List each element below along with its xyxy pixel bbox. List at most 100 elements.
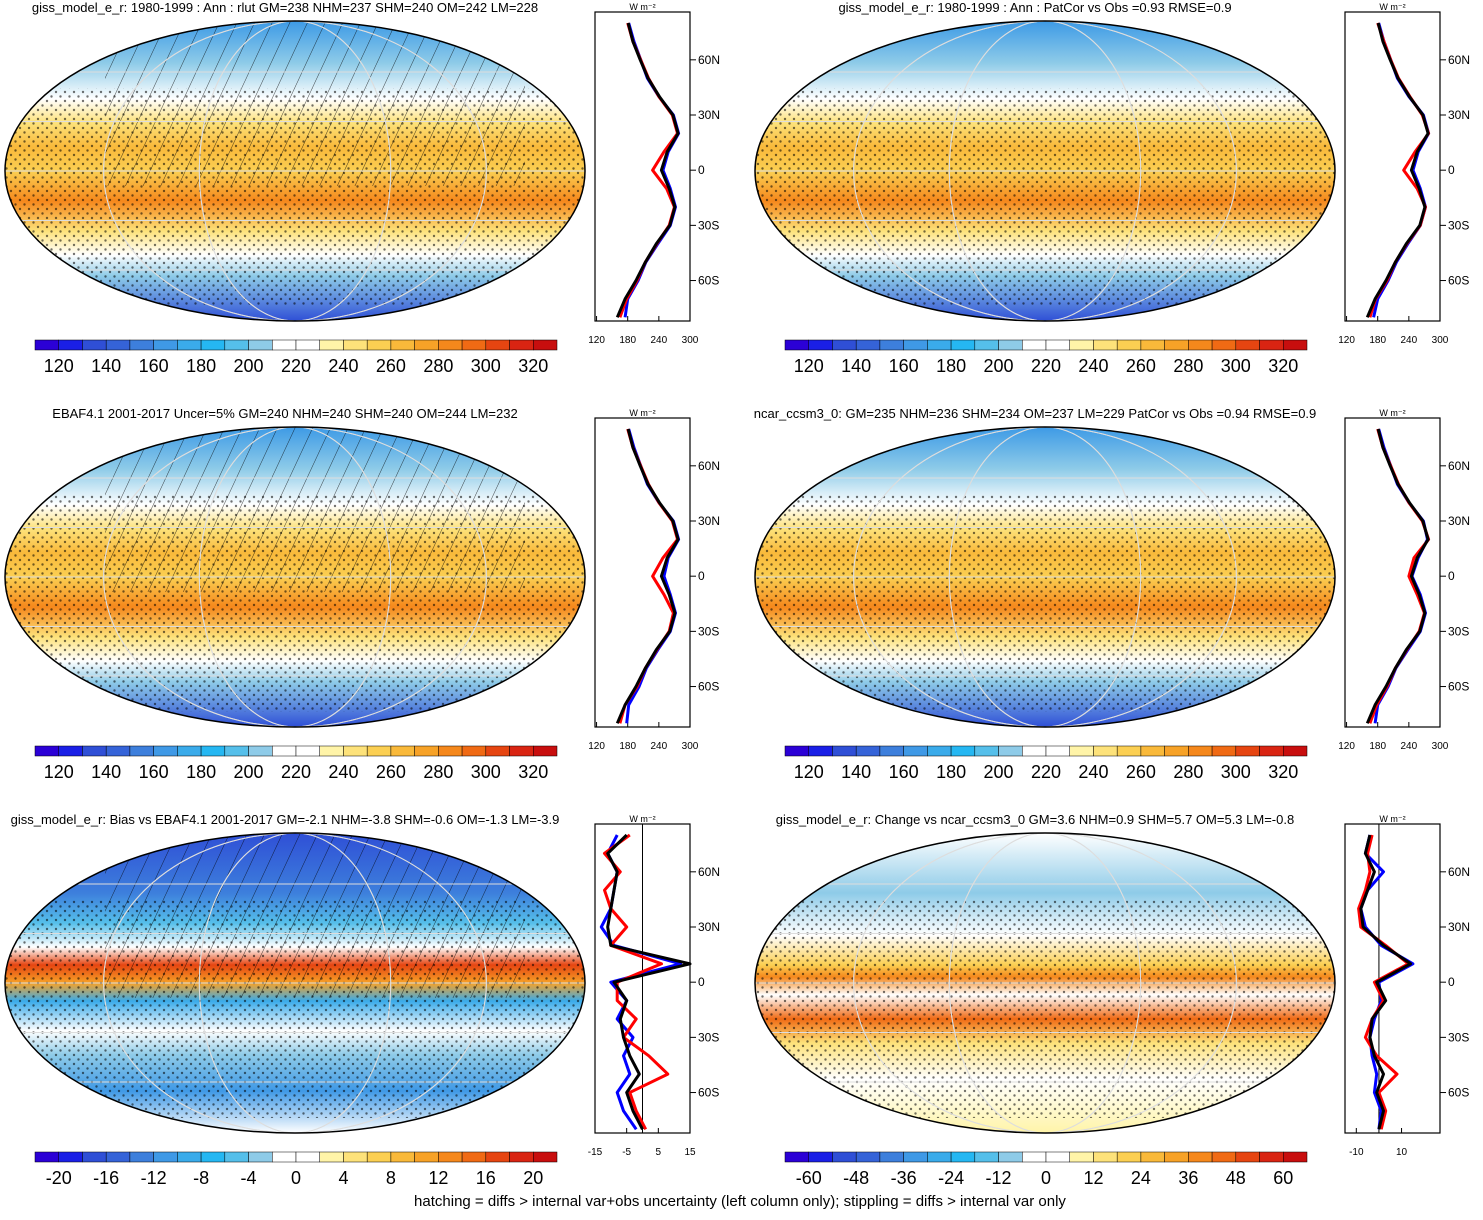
colorbar-swatch — [248, 745, 273, 757]
colorbar-label: 140 — [91, 762, 121, 782]
colorbar-swatch — [272, 339, 297, 351]
colorbar-swatch — [1093, 745, 1118, 757]
colorbar-swatch — [509, 745, 534, 757]
colorbar-label: 180 — [186, 356, 216, 376]
colorbar-label: 260 — [1126, 762, 1156, 782]
colorbar-label: 300 — [471, 762, 501, 782]
colorbar-swatch — [438, 339, 463, 351]
colorbar-swatch — [153, 1151, 178, 1163]
colorbar-swatch — [903, 339, 928, 351]
colorbar-swatch — [879, 745, 904, 757]
x-tick-label: 120 — [588, 741, 605, 752]
colorbar-swatch — [1283, 1151, 1308, 1163]
plot-frame — [1344, 417, 1441, 728]
colorbar-swatch — [58, 339, 83, 351]
colorbar-swatch — [1188, 745, 1213, 757]
colorbar-label: 240 — [1078, 356, 1108, 376]
map-overlay — [5, 21, 585, 321]
colorbar-label: 12 — [428, 1168, 448, 1188]
colorbar-label: 240 — [328, 356, 358, 376]
graticule — [198, 833, 392, 1133]
colorbar-swatch — [414, 339, 439, 351]
colorbar-label: 200 — [234, 356, 264, 376]
colorbar-swatch — [1188, 1151, 1213, 1163]
panel-title: giss_model_e_r: 1980-1999 : Ann : rlut G… — [32, 0, 538, 15]
colorbar-swatch — [1093, 1151, 1118, 1163]
lat-tick-label: 30S — [1448, 218, 1469, 232]
colorbar-swatch — [461, 745, 487, 757]
colorbar-swatch — [927, 339, 952, 351]
colorbar-label: 160 — [889, 356, 919, 376]
lat-tick-label: 0 — [1448, 569, 1455, 583]
colorbar-swatch — [1093, 339, 1118, 351]
colorbar-swatch — [295, 339, 320, 351]
colorbar-swatch — [390, 339, 415, 351]
lat-tick-label: 30S — [1448, 624, 1469, 638]
zonal-line — [615, 22, 680, 318]
colorbar-swatch — [1045, 1151, 1070, 1163]
graticule — [853, 21, 1237, 321]
colorbar-swatch — [509, 1151, 534, 1163]
colorbar-swatch — [200, 745, 226, 757]
lat-tick-label: 60S — [1448, 1086, 1469, 1100]
lat-tick-label: 60S — [698, 1086, 719, 1100]
colorbar-label: 160 — [889, 762, 919, 782]
colorbar-label: 240 — [1078, 762, 1108, 782]
colorbar-swatch — [784, 745, 809, 757]
colorbar-swatch — [533, 339, 558, 351]
colorbar-label: 320 — [1268, 356, 1298, 376]
colorbar-swatch — [533, 745, 558, 757]
colorbar-swatch — [1211, 745, 1237, 757]
colorbar-label: 280 — [423, 762, 453, 782]
colorbar-swatch — [950, 339, 976, 351]
axis-unit: W m⁻² — [1379, 408, 1405, 418]
colorbar-swatch — [509, 339, 534, 351]
graticule — [948, 21, 1142, 321]
colorbar-swatch — [950, 745, 976, 757]
colorbar-swatch — [366, 339, 392, 351]
x-tick-label: 300 — [682, 335, 699, 346]
colorbar-swatch — [343, 1151, 368, 1163]
colorbar-swatch — [998, 1151, 1023, 1163]
lat-tick-label: 30N — [1448, 108, 1470, 122]
x-tick-label: 300 — [1432, 741, 1449, 752]
colorbar-swatch — [390, 745, 415, 757]
lat-tick-label: 30S — [698, 218, 719, 232]
x-tick-label: 10 — [1396, 1147, 1408, 1158]
lat-tick-label: 30N — [1448, 514, 1470, 528]
lat-tick-label: 30S — [1448, 1030, 1469, 1044]
colorbar-label: 220 — [281, 356, 311, 376]
lat-tick-label: 30N — [698, 920, 720, 934]
colorbar-swatch — [1164, 745, 1189, 757]
colorbar-label: -36 — [891, 1168, 917, 1188]
colorbar-label: 200 — [234, 762, 264, 782]
colorbar-label: -16 — [93, 1168, 119, 1188]
colorbar-swatch — [224, 1151, 249, 1163]
colorbar-swatch — [319, 745, 344, 757]
lat-tick-label: 0 — [698, 569, 705, 583]
panel-title: giss_model_e_r: Change vs ncar_ccsm3_0 G… — [776, 812, 1294, 827]
colorbar-swatch — [295, 1151, 320, 1163]
plot-frame — [594, 417, 691, 728]
colorbar-swatch — [153, 745, 178, 757]
colorbar-swatch — [319, 1151, 344, 1163]
colorbar-swatch — [485, 339, 510, 351]
colorbar-swatch — [1283, 745, 1308, 757]
colorbar-swatch — [1235, 339, 1260, 351]
colorbar-swatch — [177, 1151, 202, 1163]
lat-tick-label: 30N — [1448, 920, 1470, 934]
x-tick-label: 240 — [651, 741, 668, 752]
colorbar-swatch — [1022, 339, 1047, 351]
colorbar-swatch — [390, 1151, 415, 1163]
lat-tick-label: 60S — [1448, 274, 1469, 288]
graticule — [853, 833, 1237, 1133]
colorbar-swatch — [1164, 1151, 1189, 1163]
colorbar-label: 60 — [1273, 1168, 1293, 1188]
colorbar-swatch — [1259, 1151, 1284, 1163]
colorbar-swatch — [808, 745, 833, 757]
map-overlay — [5, 833, 585, 1133]
colorbar-swatch — [855, 745, 881, 757]
x-tick-label: 180 — [1369, 741, 1386, 752]
x-tick-label: -10 — [1349, 1147, 1364, 1158]
plot-frame — [594, 11, 691, 322]
